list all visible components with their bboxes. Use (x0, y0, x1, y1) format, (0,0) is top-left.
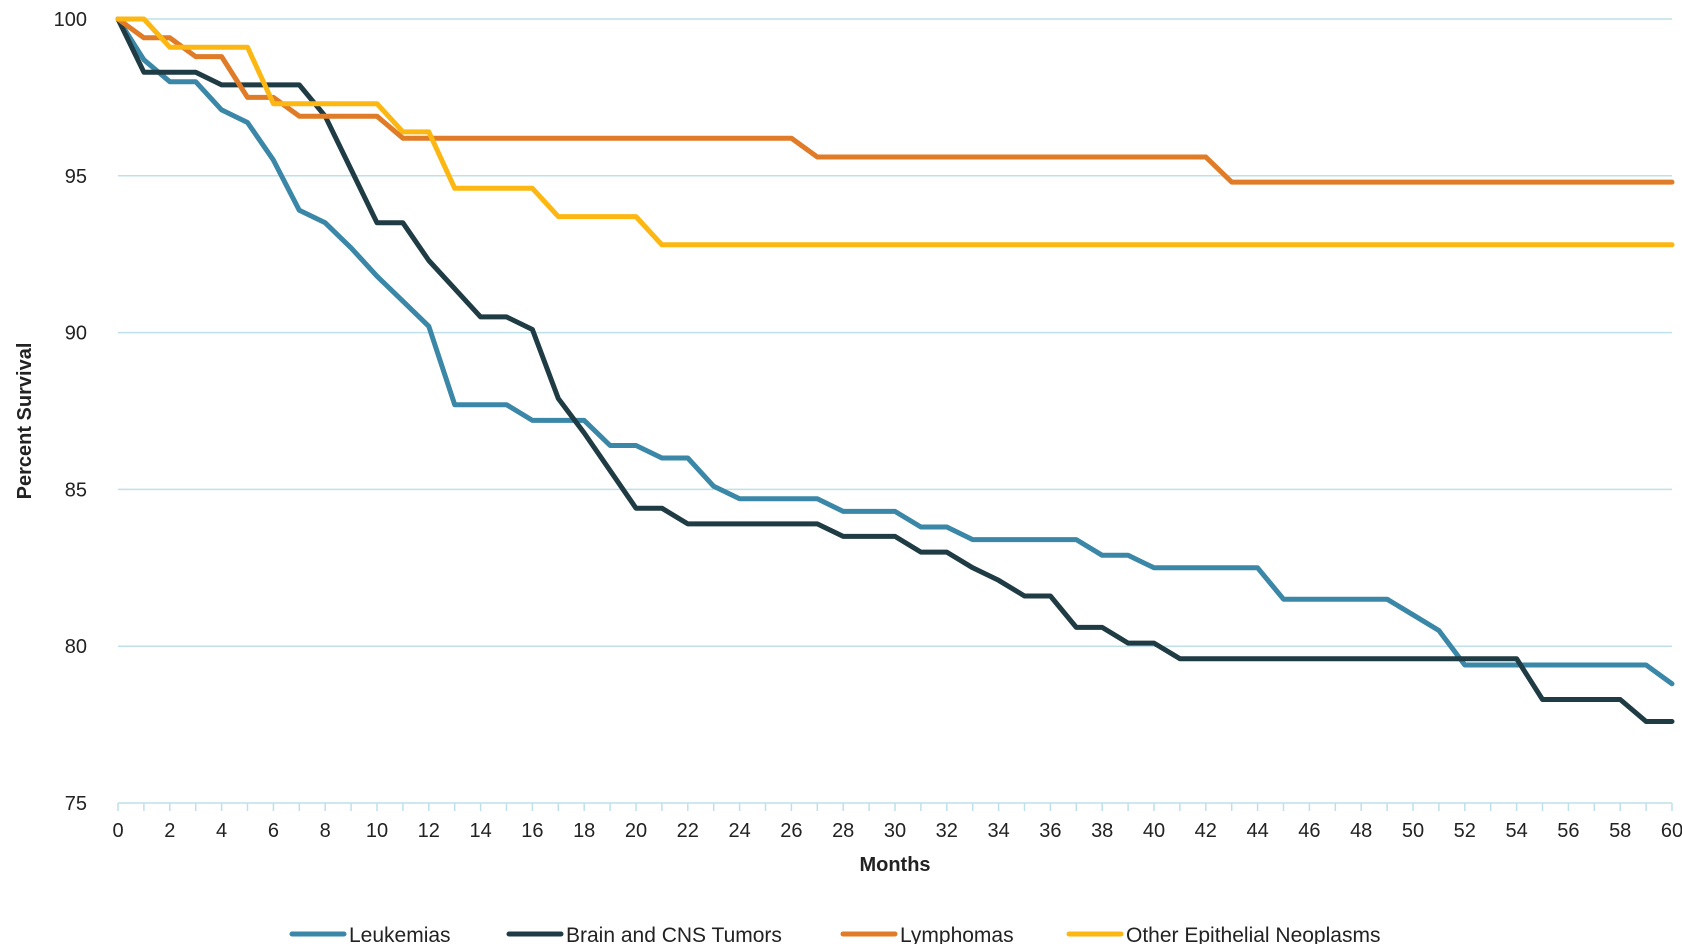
x-tick-label: 6 (268, 820, 279, 842)
x-tick-label: 50 (1402, 820, 1424, 842)
x-tick-label: 36 (1039, 820, 1061, 842)
x-tick-label: 8 (320, 820, 331, 842)
x-tick-label: 60 (1661, 820, 1682, 842)
x-tick-label: 16 (521, 820, 543, 842)
x-tick-label: 42 (1195, 820, 1217, 842)
series-line-lymphomas (115, 16, 1675, 185)
x-axis-title: Months (859, 854, 930, 876)
series-lines (115, 16, 1675, 724)
x-tick-label: 4 (216, 820, 227, 842)
x-tick-label: 28 (832, 820, 854, 842)
x-tick-label: 44 (1246, 820, 1268, 842)
x-tick-label: 40 (1143, 820, 1165, 842)
x-tick-label: 26 (780, 820, 802, 842)
x-tick-label: 54 (1505, 820, 1527, 842)
x-tick-label: 56 (1557, 820, 1579, 842)
y-tick-label: 90 (65, 323, 87, 345)
x-tick-label: 32 (936, 820, 958, 842)
legend-item: Brain and CNS Tumors (506, 924, 782, 944)
legend-label: Brain and CNS Tumors (566, 924, 782, 944)
x-tick-label: 30 (884, 820, 906, 842)
legend-item: Leukemias (289, 924, 451, 944)
legend-label: Leukemias (349, 924, 451, 944)
x-tick-label: 14 (469, 820, 491, 842)
y-tick-label: 95 (65, 166, 87, 188)
x-tick-label: 34 (987, 820, 1009, 842)
y-axis-title: Percent Survival (14, 343, 36, 500)
x-tick-label: 58 (1609, 820, 1631, 842)
y-tick-label: 85 (65, 479, 87, 501)
x-tick-label: 2 (164, 820, 175, 842)
x-tick-label: 22 (677, 820, 699, 842)
y-tick-label: 80 (65, 636, 87, 658)
legend-label: Other Epithelial Neoplasms (1126, 924, 1380, 944)
x-tick-label: 18 (573, 820, 595, 842)
x-tick-label: 24 (728, 820, 750, 842)
y-tick-label: 75 (65, 793, 87, 815)
x-tick-label: 48 (1350, 820, 1372, 842)
legend-item: Other Epithelial Neoplasms (1066, 924, 1380, 944)
legend-label: Lymphomas (900, 924, 1014, 944)
series-line-other-epithelial-neoplasms (115, 16, 1675, 248)
series-line-leukemias (115, 16, 1675, 687)
legend-item: Lymphomas (840, 924, 1014, 944)
y-tick-label: 100 (54, 9, 87, 31)
legend: Leukemias Brain and CNS Tumors Lymphomas Ot… (289, 924, 1380, 944)
x-tick-label: 38 (1091, 820, 1113, 842)
x-tick-label: 0 (112, 820, 123, 842)
x-tick-label: 10 (366, 820, 388, 842)
gridlines (118, 18, 1672, 647)
series-line-brain-and-cns-tumors (115, 16, 1675, 724)
x-tick-label: 46 (1298, 820, 1320, 842)
x-tick-label: 52 (1454, 820, 1476, 842)
x-tick-label: 20 (625, 820, 647, 842)
x-tick-label: 12 (418, 820, 440, 842)
